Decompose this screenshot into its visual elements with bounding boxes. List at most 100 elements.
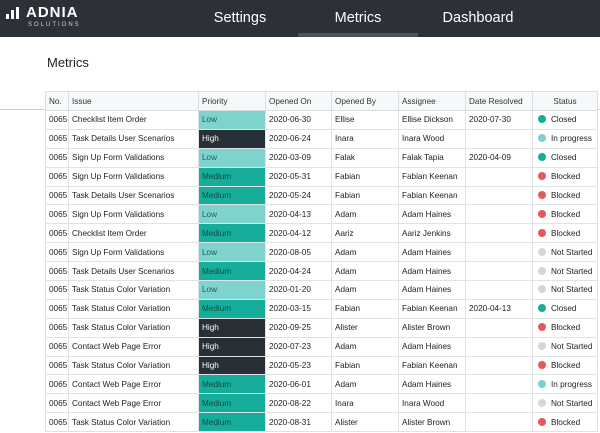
table-cell (465, 280, 533, 300)
priority-cell: Low (198, 204, 266, 225)
priority-cell: High (198, 336, 266, 357)
table-cell: Adam Haines (398, 336, 466, 357)
table-cell: Task Status Color Variation (68, 412, 199, 433)
table-cell: Alister (331, 317, 399, 338)
table-cell: 0065 (45, 412, 69, 433)
nav-item[interactable]: Settings (213, 10, 267, 26)
table-cell: Adam (331, 374, 399, 395)
table-cell: 0065 (45, 336, 69, 357)
table-cell: Ellise Dickson (398, 110, 466, 130)
status-dot (538, 115, 546, 124)
column-header: No. (45, 91, 69, 111)
table-cell: 2020-04-09 (465, 147, 533, 168)
table-cell: Inara Wood (398, 393, 466, 414)
status-text: In progress (551, 379, 592, 389)
priority-cell: Medium (198, 412, 266, 433)
column-header: Date Resolved (465, 91, 533, 111)
status-text: Not Started (551, 285, 593, 295)
table-row: 0065 Contact Web Page Error Medium 2020-08-… (45, 393, 598, 414)
priority-cell: High (198, 317, 266, 338)
status-cell: Blocked (532, 412, 598, 433)
table-cell: Task Status Color Variation (68, 280, 199, 300)
nav-item[interactable]: Dashboard (442, 10, 514, 26)
table-cell: Contact Web Page Error (68, 374, 199, 395)
status-text: Closed (551, 304, 577, 314)
column-header: Opened By (331, 91, 399, 111)
priority-cell: Medium (198, 223, 266, 244)
status-text: Not Started (551, 247, 593, 257)
table-cell: 2020-06-24 (265, 128, 332, 149)
table-cell: Fabian Keenan (398, 185, 466, 206)
status-dot (538, 361, 546, 370)
table-cell: Task Status Color Variation (68, 355, 199, 376)
status-cell: Blocked (532, 317, 598, 338)
header-row: No. Issue Priority Opened On Opened By Assign… (45, 91, 598, 111)
priority-cell: Medium (198, 298, 266, 319)
priority-cell: Low (198, 242, 266, 263)
table-cell: 0065 (45, 355, 69, 376)
status-dot (538, 285, 546, 294)
status-dot (538, 228, 546, 237)
table-cell (465, 204, 533, 225)
table-row: 0065 Sign Up Form Validations Low 2020-08-0… (45, 242, 598, 263)
priority-cell: Medium (198, 166, 266, 187)
table-cell (465, 128, 533, 149)
status-cell: In progress (532, 128, 598, 149)
logo-subtext: SOLUTIONS (28, 22, 81, 28)
status-dot (538, 323, 546, 332)
status-cell: Blocked (532, 204, 598, 225)
table-cell: 2020-08-22 (265, 393, 332, 414)
status-text: Not Started (551, 266, 593, 276)
table-cell: Fabian Keenan (398, 166, 466, 187)
table-row: 0065 Task Details User Scenarios Medium 202… (45, 261, 598, 282)
table-cell: 2020-08-05 (265, 242, 332, 263)
status-dot (538, 398, 546, 407)
table-cell: Adam Haines (398, 261, 466, 282)
table-row: 0065 Task Status Color Variation High 2020-… (45, 355, 598, 376)
table-cell: 2020-07-23 (265, 336, 332, 357)
table-cell: Checklist Item Order (68, 223, 199, 244)
table-cell: Fabian (331, 298, 399, 319)
table-row: 0065 Task Status Color Variation High 2020-… (45, 317, 598, 338)
table-row: 0065 Task Details User Scenarios High 2020-… (45, 128, 598, 149)
status-cell: Closed (532, 298, 598, 319)
priority-cell: Medium (198, 185, 266, 206)
status-dot (538, 247, 546, 256)
priority-cell: Low (198, 110, 266, 130)
table-cell: 0065 (45, 223, 69, 244)
table-cell: Task Status Color Variation (68, 317, 199, 338)
table-cell: 0065 (45, 147, 69, 168)
priority-cell: High (198, 355, 266, 376)
table-cell: 2020-04-13 (465, 298, 533, 319)
table-cell: Adam (331, 242, 399, 263)
table-row: 0065 Checklist Item Order Low 2020-06-30 Ell… (45, 110, 598, 130)
table-cell: Adam Haines (398, 204, 466, 225)
metrics-table: No. Issue Priority Opened On Opened By Assign… (45, 91, 598, 433)
table-row: 0065 Sign Up Form Validations Medium 2020-0… (45, 166, 598, 187)
page-title: Metrics (47, 55, 89, 70)
table-cell: Task Details User Scenarios (68, 128, 199, 149)
status-dot (538, 134, 546, 143)
table-row: 0065 Contact Web Page Error Medium 2020-06-… (45, 374, 598, 395)
table-cell (465, 374, 533, 395)
nav-item[interactable]: Metrics (298, 0, 418, 37)
table-cell: Aariz Jenkins (398, 223, 466, 244)
table-cell: 0065 (45, 110, 69, 130)
priority-cell: Medium (198, 261, 266, 282)
table-row: 0065 Task Status Color Variation Medium 202… (45, 298, 598, 319)
status-dot (538, 209, 546, 218)
status-text: Blocked (551, 417, 581, 427)
table-cell: Aariz (331, 223, 399, 244)
priority-cell: Low (198, 280, 266, 300)
status-text: Not Started (551, 342, 593, 352)
table-cell: Falak Tapia (398, 147, 466, 168)
table-cell: 0065 (45, 374, 69, 395)
status-text: Blocked (551, 228, 581, 238)
table-cell: 2020-09-25 (265, 317, 332, 338)
table-row: 0065 Contact Web Page Error High 2020-07-23… (45, 336, 598, 357)
table-row: 0065 Checklist Item Order Medium 2020-04-12… (45, 223, 598, 244)
table-cell: Checklist Item Order (68, 110, 199, 130)
table-cell: Adam (331, 204, 399, 225)
table-cell: 0065 (45, 261, 69, 282)
